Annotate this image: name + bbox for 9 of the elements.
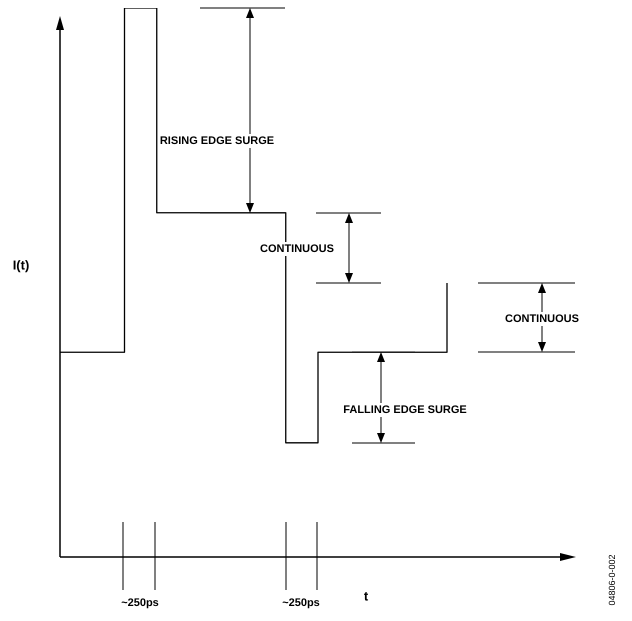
annotation: RISING EDGE SURGE (158, 134, 276, 148)
x-axis-title: t (362, 588, 370, 604)
annotation: CONTINUOUS (258, 242, 336, 256)
annotation: FALLING EDGE SURGE (341, 403, 469, 417)
text: 04806-0-002 (606, 553, 618, 608)
annotation: CONTINUOUS (503, 312, 581, 326)
text: ~250ps (280, 596, 322, 610)
text: ~250ps (119, 596, 161, 610)
y-axis-title: I(t) (10, 256, 32, 274)
